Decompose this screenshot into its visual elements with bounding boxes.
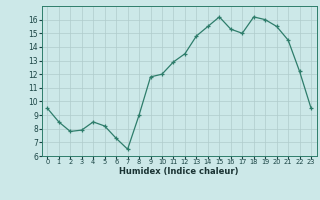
X-axis label: Humidex (Indice chaleur): Humidex (Indice chaleur)	[119, 167, 239, 176]
